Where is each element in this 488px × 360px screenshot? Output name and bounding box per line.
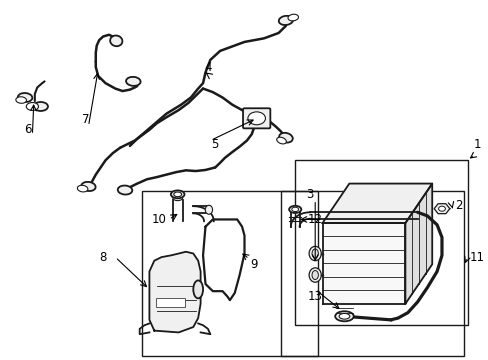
Polygon shape [405,184,431,304]
Ellipse shape [26,103,39,111]
Text: 6: 6 [24,123,31,136]
Ellipse shape [308,246,321,261]
Ellipse shape [81,182,96,191]
Text: 8: 8 [99,251,106,264]
Text: 7: 7 [82,113,90,126]
Ellipse shape [334,311,353,321]
Ellipse shape [110,36,122,46]
Bar [156,298,184,307]
Polygon shape [203,220,244,300]
Ellipse shape [291,207,298,212]
Ellipse shape [278,16,292,25]
Text: 3: 3 [306,188,313,201]
Text: 2: 2 [454,199,462,212]
Ellipse shape [276,137,286,144]
Text: 10: 10 [151,213,166,226]
Ellipse shape [16,97,26,103]
Text: 12: 12 [307,213,322,226]
Ellipse shape [118,185,132,194]
Text: 1: 1 [472,138,480,150]
Ellipse shape [126,77,141,86]
Ellipse shape [77,185,88,192]
Ellipse shape [193,280,203,298]
Circle shape [438,206,445,211]
Ellipse shape [311,249,318,258]
Ellipse shape [311,271,318,279]
Ellipse shape [287,14,298,21]
Bar [281,191,463,356]
Ellipse shape [308,268,321,282]
Ellipse shape [18,93,32,102]
Polygon shape [322,223,405,304]
Circle shape [247,112,265,125]
Ellipse shape [338,314,349,319]
Ellipse shape [33,102,48,111]
Text: 4: 4 [204,60,211,73]
Bar [294,160,467,325]
Ellipse shape [279,133,292,143]
Ellipse shape [172,195,182,201]
Polygon shape [149,252,200,332]
Text: 11: 11 [468,251,484,264]
Ellipse shape [288,206,301,213]
Text: 13: 13 [307,290,322,303]
Ellipse shape [173,192,181,197]
Text: 5: 5 [211,138,219,150]
Polygon shape [433,204,449,213]
Text: 9: 9 [250,258,258,271]
Bar [142,191,317,356]
Ellipse shape [205,205,212,214]
Ellipse shape [170,190,184,198]
Polygon shape [322,184,431,223]
FancyBboxPatch shape [243,108,270,129]
